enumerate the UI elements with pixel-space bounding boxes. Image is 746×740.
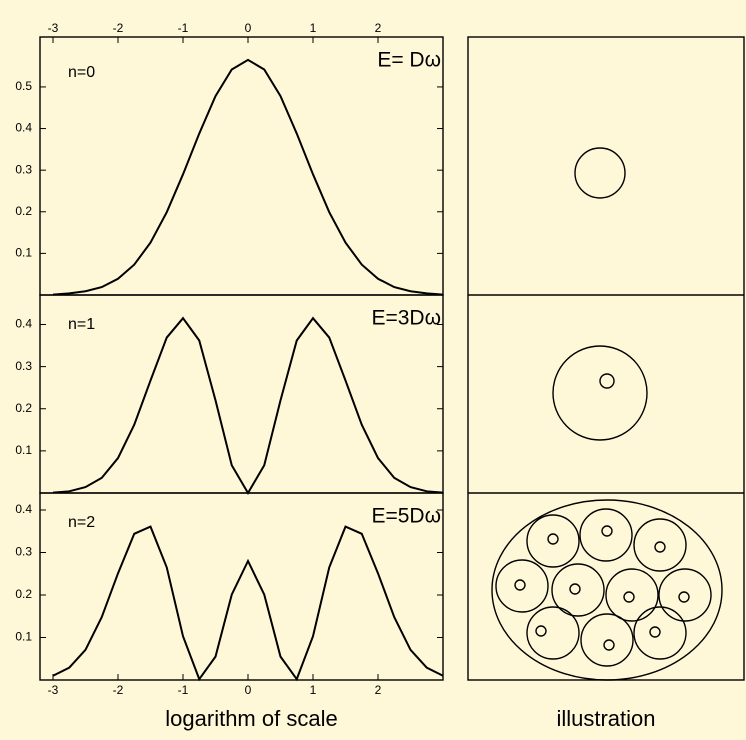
ellipse — [491, 499, 723, 681]
energy-label: E= Dω — [377, 49, 441, 72]
circle — [649, 626, 661, 638]
x-tick-label: -1 — [178, 683, 189, 697]
illustration-label: illustration — [556, 706, 655, 731]
x-tick-label: 0 — [245, 683, 252, 697]
y-tick-label: 0.3 — [15, 162, 32, 176]
circle — [633, 606, 687, 660]
circle — [603, 639, 615, 651]
illustration-panels — [467, 36, 745, 681]
circle — [495, 559, 549, 613]
circle — [569, 583, 581, 595]
circle — [601, 525, 613, 537]
y-tick-label: 0.2 — [15, 401, 32, 415]
x-tick-label: 2 — [375, 683, 382, 697]
y-tick-label: 0.4 — [15, 121, 32, 135]
y-tick-label: 0.5 — [15, 79, 32, 93]
y-tick-label: 0.3 — [15, 545, 32, 559]
circle — [658, 568, 712, 622]
circle — [514, 579, 526, 591]
y-tick-label: 0.1 — [15, 246, 32, 260]
panel-label: n=1 — [68, 316, 95, 333]
circle — [599, 373, 615, 389]
circle — [552, 345, 648, 441]
circle — [580, 613, 634, 667]
x-tick-label: -3 — [48, 21, 59, 35]
y-tick-label: 0.1 — [15, 630, 32, 644]
x-tick-label: 1 — [310, 21, 317, 35]
circle — [654, 541, 666, 553]
panel-label: n=2 — [68, 514, 95, 531]
panel-label: n=0 — [68, 64, 95, 81]
circle — [579, 508, 633, 562]
circle — [623, 591, 635, 603]
panel-frame — [39, 492, 444, 681]
circle — [678, 591, 690, 603]
y-tick-label: 0.2 — [15, 587, 32, 601]
circle — [605, 568, 659, 622]
x-tick-label: -2 — [113, 683, 124, 697]
circle — [526, 606, 580, 660]
x-tick-label: 0 — [245, 21, 252, 35]
y-tick-label: 0.2 — [15, 204, 32, 218]
circle — [551, 563, 605, 617]
x-tick-label: 1 — [310, 683, 317, 697]
circle — [633, 518, 687, 572]
circle — [526, 514, 580, 568]
x-tick-label: -2 — [113, 21, 124, 35]
x-tick-label: 2 — [375, 21, 382, 35]
y-tick-label: 0.1 — [15, 443, 32, 457]
circle — [535, 625, 547, 637]
y-tick-label: 0.4 — [15, 502, 32, 516]
y-tick-label: 0.4 — [15, 317, 32, 331]
y-tick-label: 0.3 — [15, 359, 32, 373]
circle — [574, 147, 626, 199]
circle — [547, 533, 559, 545]
curve — [52, 58, 444, 296]
energy-label: E=3Dω — [371, 307, 441, 330]
energy-label: E=5Dω — [371, 505, 441, 528]
x-axis-label: logarithm of scale — [165, 706, 337, 731]
curve — [52, 525, 444, 682]
x-tick-label: -1 — [178, 21, 189, 35]
x-tick-label: -3 — [48, 683, 59, 697]
